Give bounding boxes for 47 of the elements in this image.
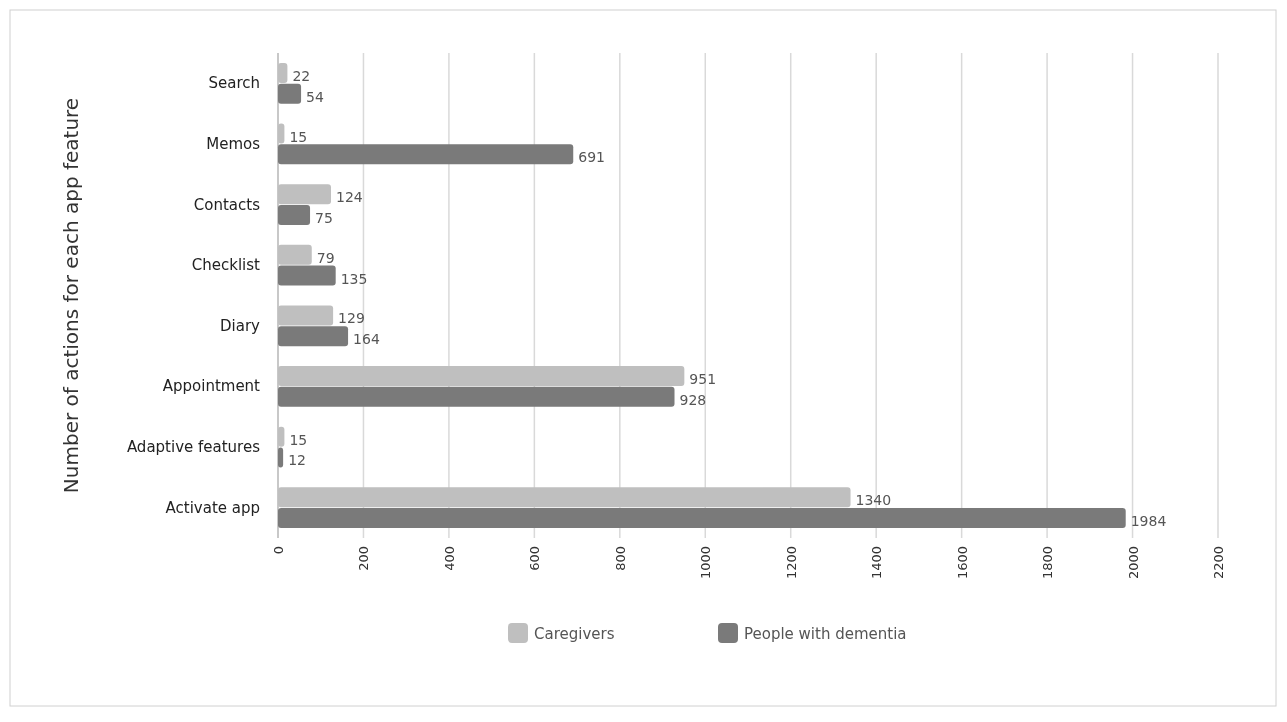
bar [278, 83, 302, 104]
x-tick-label: 0 [271, 546, 286, 555]
data-label: 951 [689, 371, 717, 388]
bar [278, 508, 1126, 529]
bar [278, 265, 336, 286]
data-label: 1340 [855, 492, 892, 509]
data-label: 129 [338, 310, 365, 327]
bar [278, 386, 675, 407]
data-label: 135 [340, 270, 368, 287]
x-tick-label: 1600 [954, 546, 970, 580]
data-label: 22 [292, 67, 311, 84]
legend-label: People with dementia [744, 625, 907, 643]
data-label: 124 [335, 189, 363, 206]
y-tick-label: Adaptive features [126, 438, 261, 457]
y-tick-label: Diary [220, 316, 261, 335]
x-tick-label: 2000 [1125, 546, 1141, 580]
data-label: 15 [289, 431, 308, 448]
x-tick-label: 600 [527, 546, 543, 571]
x-tick-label: 1200 [783, 546, 799, 580]
data-label: 15 [289, 128, 308, 145]
y-tick-label: Appointment [162, 377, 261, 396]
data-label: 54 [306, 88, 324, 105]
y-tick-label: Memos [206, 134, 261, 153]
data-label: 75 [315, 209, 333, 226]
y-tick-label: Activate app [165, 498, 260, 517]
x-tick-label: 1400 [869, 546, 885, 580]
x-tick-label: 200 [356, 546, 372, 571]
bar [278, 447, 284, 468]
y-tick-label: Contacts [193, 195, 261, 214]
y-tick-label: Search [208, 74, 260, 93]
legend-label: Caregivers [534, 625, 615, 643]
bar [278, 326, 349, 347]
data-label: 691 [578, 149, 605, 166]
x-tick-label: 800 [612, 546, 628, 571]
data-label: 164 [353, 331, 380, 348]
x-tick-label: 1000 [698, 546, 714, 580]
y-axis-title: Number of actions for each app feature [59, 97, 83, 494]
data-label: 1984 [1130, 513, 1167, 530]
x-tick-label: 400 [441, 546, 457, 571]
bar [278, 144, 574, 165]
y-tick-label: Checklist [191, 256, 261, 275]
x-tick-label: 1800 [1040, 546, 1056, 580]
bar [278, 204, 311, 225]
x-tick-label: 2200 [1211, 546, 1226, 580]
data-label: 79 [316, 249, 335, 266]
data-label: 928 [679, 391, 707, 408]
data-label: 12 [288, 452, 306, 469]
